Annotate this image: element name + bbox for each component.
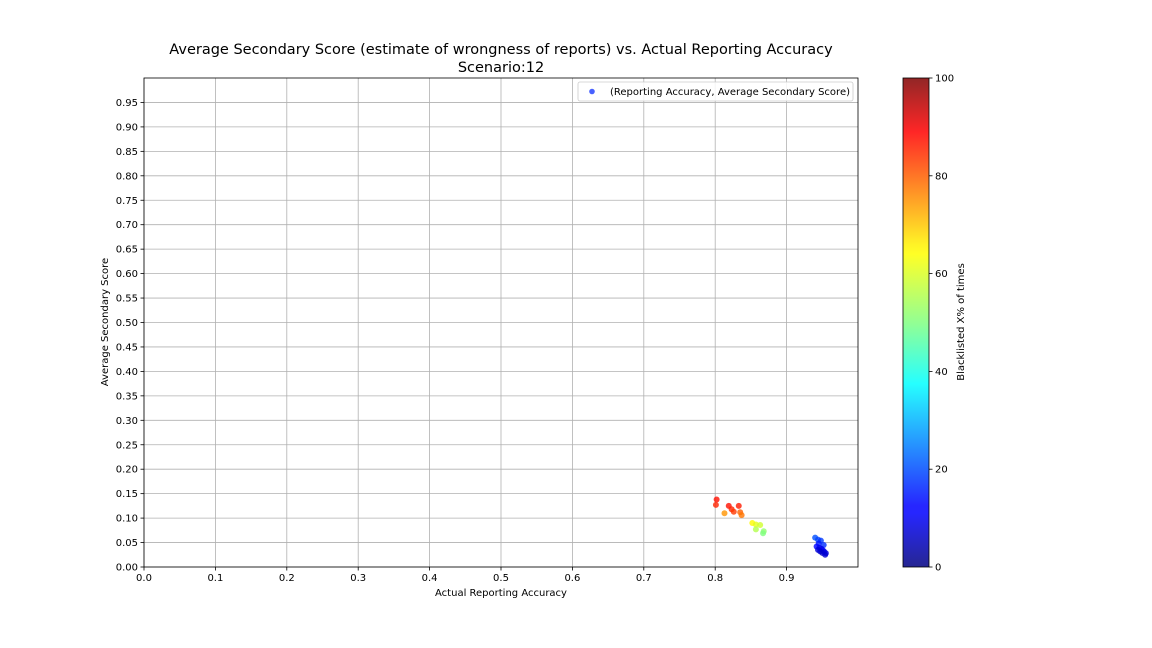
y-tick-label: 0.35 (116, 391, 138, 402)
x-axis-label: Actual Reporting Accuracy (435, 588, 567, 599)
x-tick-label: 0.4 (422, 573, 438, 584)
x-tick-label: 0.6 (564, 573, 580, 584)
colorbar-tick-label: 20 (935, 465, 948, 476)
data-point (721, 510, 728, 517)
y-tick-label: 0.50 (116, 318, 138, 329)
y-tick-label: 0.05 (116, 538, 138, 549)
data-point (752, 526, 759, 533)
y-tick-label: 0.25 (116, 440, 138, 451)
colorbar-tick-label: 40 (935, 367, 948, 378)
y-tick-label: 0.75 (116, 196, 138, 207)
data-point (712, 501, 719, 508)
colorbar: 0 20 40 60 80 100 Blacklisted X% of times (902, 74, 967, 574)
data-point (735, 502, 742, 509)
data-point (757, 521, 764, 528)
y-tick-label: 0.85 (116, 147, 138, 158)
legend-entry: (Reporting Accuracy, Average Secondary S… (610, 87, 850, 98)
y-axis-label: Average Secondary Score (100, 258, 111, 386)
x-tick-label: 0.0 (136, 573, 152, 584)
y-tick-label: 0.55 (116, 294, 138, 305)
colorbar-tick-label: 60 (935, 269, 948, 280)
colorbar-label: Blacklisted X% of times (956, 263, 967, 381)
y-tick-label: 0.65 (116, 245, 138, 256)
colorbar-tick-label: 100 (935, 74, 954, 85)
y-tick-label: 0.70 (116, 220, 138, 231)
x-tick-label: 0.7 (636, 573, 652, 584)
x-tick-label: 0.9 (779, 573, 795, 584)
y-tick-label: 0.40 (116, 367, 138, 378)
y-tick-label: 0.00 (116, 563, 138, 574)
x-axis-ticks: 0.0 0.1 0.2 0.3 0.4 0.5 0.6 0.7 0.8 0.9 (136, 567, 795, 584)
y-tick-label: 0.45 (116, 342, 138, 353)
data-point (738, 512, 745, 519)
y-tick-label: 0.20 (116, 465, 138, 476)
colorbar-tick-label: 0 (935, 563, 941, 574)
y-tick-label: 0.80 (116, 171, 138, 182)
data-point (730, 508, 737, 515)
data-point (822, 551, 829, 558)
y-tick-label: 0.10 (116, 514, 138, 525)
x-tick-label: 0.8 (707, 573, 723, 584)
data-points (712, 496, 829, 558)
y-tick-label: 0.15 (116, 489, 138, 500)
y-tick-label: 0.90 (116, 122, 138, 133)
grid-lines (143, 78, 858, 568)
legend: (Reporting Accuracy, Average Secondary S… (577, 81, 854, 102)
legend-box (577, 81, 854, 102)
x-tick-label: 0.1 (207, 573, 223, 584)
colorbar-gradient (902, 77, 930, 568)
chart-title: Average Secondary Score (estimate of wro… (169, 42, 833, 58)
colorbar-ticks: 0 20 40 60 80 100 (929, 74, 954, 574)
chart-subtitle: Scenario:12 (458, 60, 544, 76)
colorbar-tick-label: 80 (935, 171, 948, 182)
x-tick-label: 0.2 (279, 573, 295, 584)
y-tick-label: 0.95 (116, 98, 138, 109)
x-tick-label: 0.5 (493, 573, 509, 584)
data-point (713, 496, 720, 503)
y-tick-label: 0.30 (116, 416, 138, 427)
legend-marker (589, 88, 595, 95)
x-tick-label: 0.3 (350, 573, 366, 584)
data-point (760, 530, 767, 537)
y-axis-ticks: 0.00 0.05 0.10 0.15 0.20 0.25 0.30 0.35 0.40 0.45… (116, 98, 144, 574)
y-tick-label: 0.60 (116, 269, 138, 280)
